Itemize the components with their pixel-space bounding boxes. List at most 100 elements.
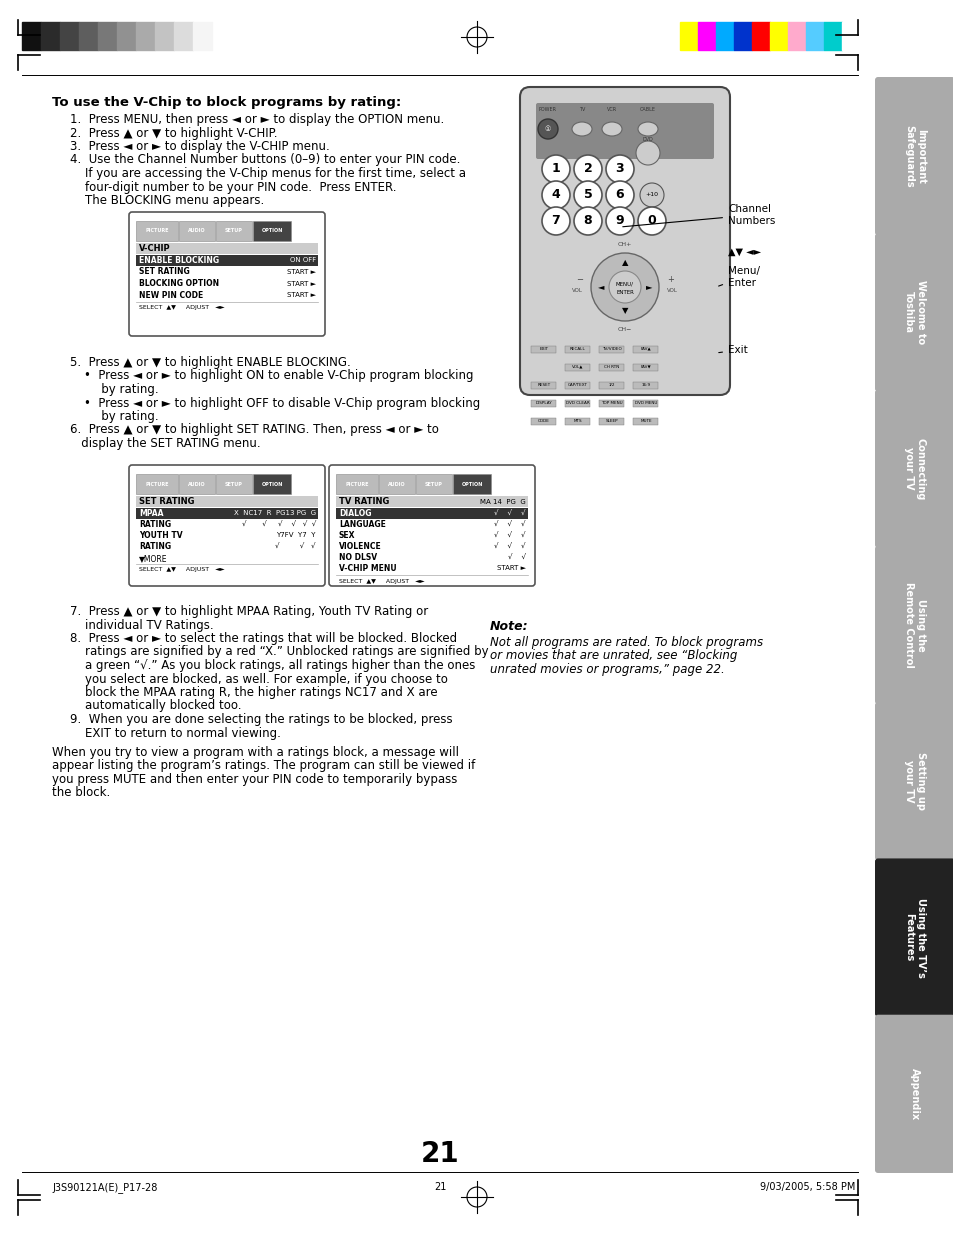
- Text: OPTION: OPTION: [261, 481, 282, 486]
- Text: SELECT  ▲▼     ADJUST   ◄►: SELECT ▲▼ ADJUST ◄►: [338, 579, 424, 584]
- Text: SELECT  ▲▼     ADJUST   ◄►: SELECT ▲▼ ADJUST ◄►: [139, 306, 224, 311]
- Circle shape: [541, 155, 569, 183]
- Text: DVD CLEAR: DVD CLEAR: [565, 401, 589, 405]
- Text: NEW PIN CODE: NEW PIN CODE: [139, 290, 203, 300]
- Bar: [136, 496, 317, 507]
- Text: Y7FV  Y7  Y: Y7FV Y7 Y: [276, 532, 315, 538]
- Text: 6.  Press ▲ or ▼ to highlight SET RATING. Then, press ◄ or ► to: 6. Press ▲ or ▼ to highlight SET RATING.…: [70, 423, 438, 437]
- Ellipse shape: [601, 122, 621, 136]
- Text: MTS: MTS: [573, 420, 581, 423]
- Text: START ►: START ►: [287, 280, 315, 286]
- Bar: [253, 221, 291, 241]
- Text: TV: TV: [578, 107, 584, 112]
- Text: CAP/TEXT: CAP/TEXT: [567, 383, 587, 387]
- Bar: [60, 22, 79, 51]
- Bar: [564, 383, 589, 389]
- Text: the block.: the block.: [52, 786, 111, 800]
- Text: unrated movies or programs,” page 22.: unrated movies or programs,” page 22.: [490, 663, 724, 676]
- Circle shape: [590, 253, 659, 321]
- Text: Using the
Remote Control: Using the Remote Control: [903, 582, 924, 668]
- Bar: [679, 22, 698, 51]
- Bar: [193, 22, 212, 51]
- Text: The BLOCKING menu appears.: The BLOCKING menu appears.: [70, 194, 264, 207]
- Text: TOP MENU: TOP MENU: [600, 401, 622, 405]
- Bar: [136, 508, 317, 518]
- Text: LANGUAGE: LANGUAGE: [338, 520, 385, 528]
- Bar: [117, 22, 136, 51]
- Text: 1.  Press MENU, then press ◄ or ► to display the OPTION menu.: 1. Press MENU, then press ◄ or ► to disp…: [70, 114, 444, 126]
- Bar: [453, 474, 491, 494]
- Circle shape: [605, 207, 634, 234]
- Text: a green “√.” As you block ratings, all ratings higher than the ones: a green “√.” As you block ratings, all r…: [70, 659, 475, 673]
- Text: RATING: RATING: [139, 520, 171, 528]
- Bar: [698, 22, 716, 51]
- Text: RATING: RATING: [139, 542, 171, 550]
- Text: 9.  When you are done selecting the ratings to be blocked, press: 9. When you are done selecting the ratin…: [70, 713, 452, 726]
- Text: √    √    √: √ √ √: [494, 532, 525, 538]
- Text: √       √     √    √   √  √: √ √ √ √ √ √: [241, 521, 315, 527]
- Bar: [335, 508, 527, 518]
- Text: ▼: ▼: [621, 306, 628, 316]
- Text: Connecting
your TV: Connecting your TV: [903, 438, 924, 500]
- Bar: [751, 22, 769, 51]
- Text: X  NC17  R  PG13 PG  G: X NC17 R PG13 PG G: [233, 510, 315, 516]
- Text: ①: ①: [544, 126, 551, 132]
- Bar: [136, 255, 317, 267]
- Text: 5: 5: [583, 189, 592, 201]
- Text: 3: 3: [615, 163, 623, 175]
- Circle shape: [638, 207, 665, 234]
- Bar: [598, 364, 623, 371]
- Bar: [335, 474, 377, 494]
- Text: START ►: START ►: [287, 269, 315, 275]
- FancyBboxPatch shape: [874, 233, 953, 391]
- Text: 3.  Press ◄ or ► to display the V-CHIP menu.: 3. Press ◄ or ► to display the V-CHIP me…: [70, 139, 330, 153]
- Bar: [335, 496, 527, 507]
- Text: OPTION: OPTION: [461, 481, 482, 486]
- Text: 4.  Use the Channel Number buttons (0–9) to enter your PIN code.: 4. Use the Channel Number buttons (0–9) …: [70, 153, 460, 167]
- Text: CH RTN: CH RTN: [604, 365, 619, 369]
- Text: FAV▲: FAV▲: [640, 347, 651, 350]
- Text: ▲▼ ◄►: ▲▼ ◄►: [727, 247, 760, 257]
- Bar: [531, 400, 556, 407]
- FancyBboxPatch shape: [329, 465, 535, 586]
- Text: SEX: SEX: [338, 531, 355, 539]
- Text: SELECT  ▲▼     ADJUST   ◄►: SELECT ▲▼ ADJUST ◄►: [139, 568, 224, 573]
- Circle shape: [541, 207, 569, 234]
- Bar: [841, 22, 859, 51]
- Text: SLEEP: SLEEP: [605, 420, 618, 423]
- Text: •  Press ◄ or ► to highlight ON to enable V-Chip program blocking: • Press ◄ or ► to highlight ON to enable…: [84, 369, 473, 383]
- Bar: [787, 22, 805, 51]
- FancyBboxPatch shape: [874, 702, 953, 860]
- Bar: [733, 22, 751, 51]
- Text: ON OFF: ON OFF: [290, 258, 315, 264]
- Text: PICTURE: PICTURE: [345, 481, 369, 486]
- Circle shape: [574, 207, 601, 234]
- Text: CABLE: CABLE: [639, 107, 656, 112]
- Text: VOL: VOL: [572, 288, 582, 292]
- Text: four-digit number to be your PIN code.  Press ENTER.: four-digit number to be your PIN code. P…: [70, 180, 396, 194]
- Text: POWER: POWER: [538, 107, 557, 112]
- Text: PICTURE: PICTURE: [145, 228, 169, 233]
- Circle shape: [541, 181, 569, 209]
- Text: individual TV Ratings.: individual TV Ratings.: [70, 618, 213, 632]
- Text: 16:9: 16:9: [640, 383, 650, 387]
- Text: ▼MORE: ▼MORE: [139, 554, 168, 564]
- Text: Welcome to
Toshiba: Welcome to Toshiba: [903, 280, 924, 344]
- Text: VIOLENCE: VIOLENCE: [338, 542, 381, 550]
- Bar: [154, 22, 173, 51]
- Circle shape: [605, 155, 634, 183]
- Text: ENTER: ENTER: [616, 290, 634, 295]
- Text: When you try to view a program with a ratings block, a message will: When you try to view a program with a ra…: [52, 747, 458, 759]
- Text: you select are blocked, as well. For example, if you choose to: you select are blocked, as well. For exa…: [70, 673, 447, 686]
- Text: EXIT to return to normal viewing.: EXIT to return to normal viewing.: [70, 727, 280, 739]
- Bar: [531, 346, 556, 353]
- Text: FAV▼: FAV▼: [640, 365, 651, 369]
- Text: ►: ►: [645, 283, 652, 291]
- Bar: [173, 22, 193, 51]
- Bar: [598, 400, 623, 407]
- Text: MA 14  PG  G: MA 14 PG G: [479, 499, 525, 505]
- FancyBboxPatch shape: [519, 88, 729, 395]
- Text: Channel
Numbers: Channel Numbers: [622, 204, 775, 227]
- Text: Not all programs are rated. To block programs: Not all programs are rated. To block pro…: [490, 636, 762, 649]
- FancyBboxPatch shape: [874, 77, 953, 236]
